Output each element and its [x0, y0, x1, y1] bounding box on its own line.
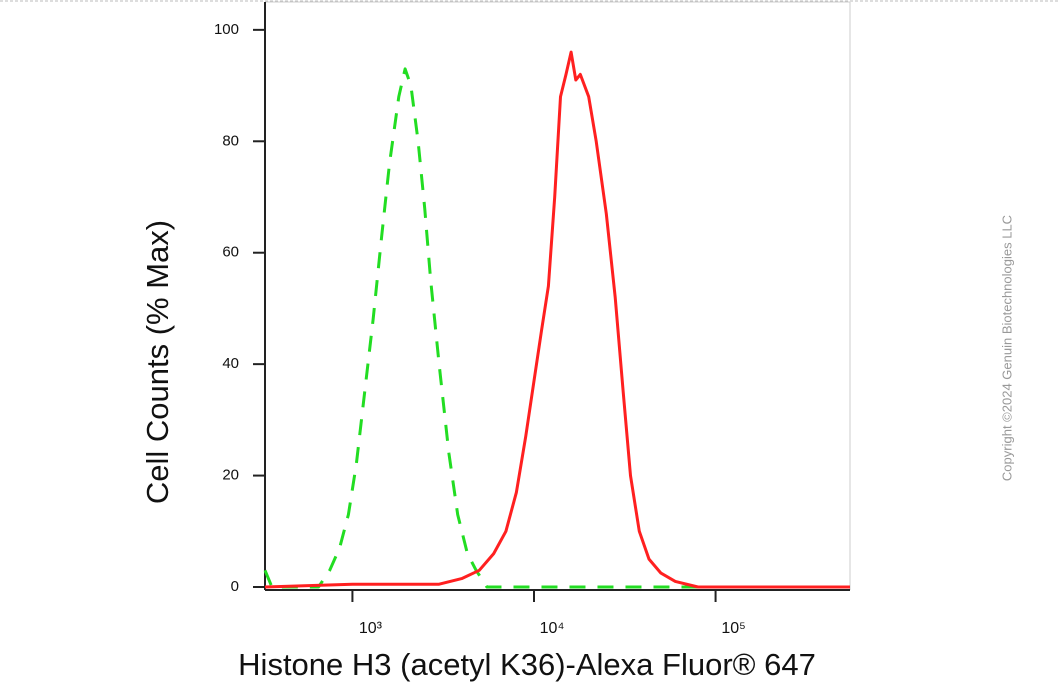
y-axis-label: Cell Counts (% Max) [140, 220, 175, 504]
x-tick-label: 10⁴ [540, 620, 565, 637]
histogram-line [264, 50, 850, 589]
y-tick-label: 80 [222, 132, 239, 149]
y-tick-label: 0 [231, 578, 239, 595]
histogram-line [263, 67, 850, 589]
x-tick-label: 10³ [359, 620, 383, 637]
copyright: Copyright ©2024 Genuin Biotechnologies L… [999, 215, 1014, 481]
x-axis-label: Histone H3 (acetyl K36)-Alexa Fluor® 647 [238, 647, 816, 682]
y-tick-label: 100 [214, 21, 239, 38]
y-tick-label: 40 [222, 355, 239, 372]
y-tick-label: 60 [222, 244, 239, 261]
y-tick-label: 20 [222, 467, 239, 484]
x-tick-label: 10⁵ [721, 620, 745, 637]
